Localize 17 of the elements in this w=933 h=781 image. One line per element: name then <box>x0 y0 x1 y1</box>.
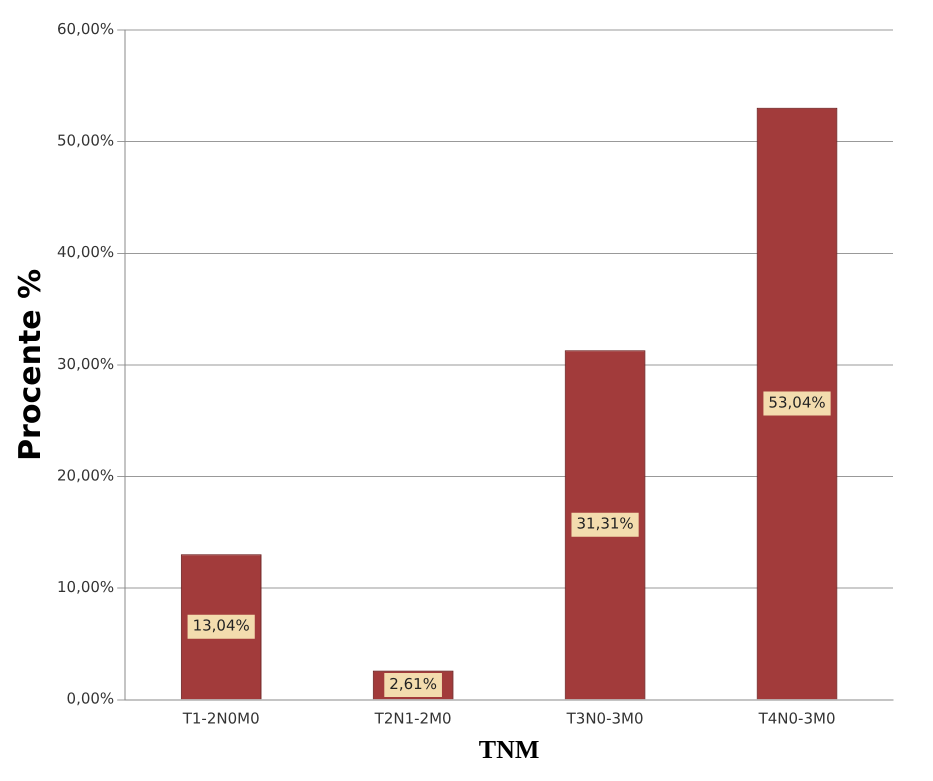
x-tick-label: T1-2N0M0 <box>182 710 260 728</box>
data-label: 2,61% <box>389 674 437 693</box>
y-tick-label: 60,00% <box>56 20 114 38</box>
y-tick-label: 30,00% <box>56 354 114 373</box>
data-label: 31,31% <box>576 514 634 533</box>
y-axis-title: Procente % <box>12 268 48 461</box>
y-tick-label: 10,00% <box>56 578 114 596</box>
x-tick-label: T3N0-3M0 <box>566 710 644 728</box>
data-label: 13,04% <box>192 616 250 635</box>
data-label: 53,04% <box>768 393 826 412</box>
y-tick-label: 50,00% <box>56 132 114 150</box>
x-tick-label: T4N0-3M0 <box>758 710 836 728</box>
x-tick-label: T2N1-2M0 <box>374 710 452 728</box>
y-tick-label: 40,00% <box>56 243 114 262</box>
y-tick-label: 0,00% <box>66 690 114 708</box>
x-axis-title: TNM <box>478 735 540 764</box>
y-tick-label: 20,00% <box>56 466 114 484</box>
